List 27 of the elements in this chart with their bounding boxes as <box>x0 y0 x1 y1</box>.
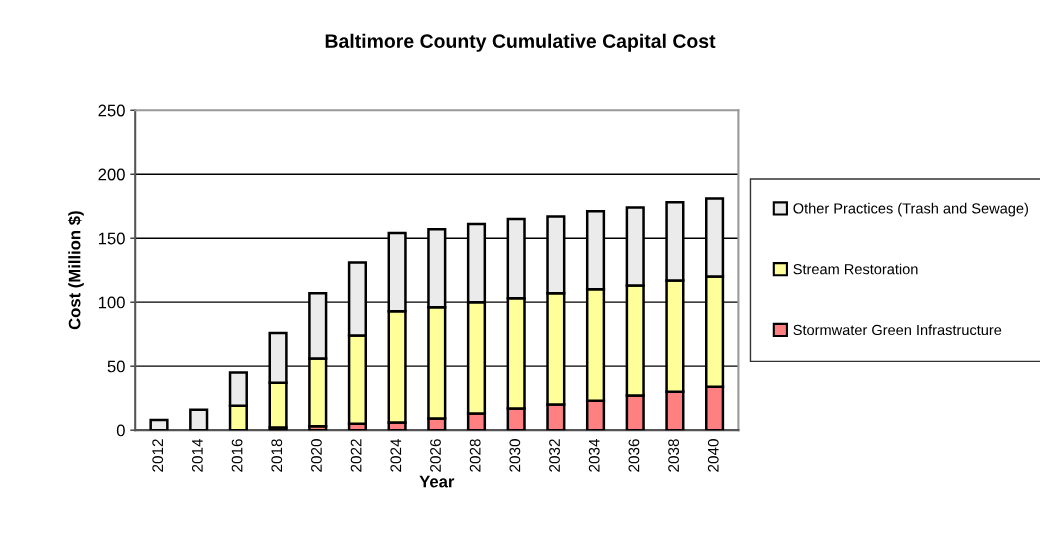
x-tick-label: 2022 <box>350 439 362 472</box>
chart-title: Baltimore County Cumulative Capital Cost <box>325 33 716 52</box>
y-tick-label: 0 <box>116 424 125 437</box>
x-tick-label: 2040 <box>707 439 719 472</box>
y-tick-label: 200 <box>98 168 125 181</box>
y-tick-label: 100 <box>98 296 125 309</box>
y-tick-label: 250 <box>98 104 125 117</box>
x-tick-label: 2020 <box>311 439 322 472</box>
legend-label: Stormwater Green Infrastructure <box>793 324 1002 336</box>
x-tick-label: 2038 <box>668 439 680 472</box>
x-tick-label: 2034 <box>588 438 600 472</box>
x-axis-title: Year <box>419 475 455 488</box>
legend-label: Stream Restoration <box>793 263 918 275</box>
x-tick-label: 2026 <box>430 439 441 472</box>
y-tick-label: 150 <box>98 232 125 245</box>
y-axis-title: Cost (Million $) <box>67 211 84 330</box>
x-tick-label: 2032 <box>549 439 560 472</box>
x-tick-label: 2030 <box>509 439 521 472</box>
x-tick-label: 2018 <box>271 439 283 472</box>
x-tick-label: 2016 <box>231 439 243 472</box>
x-tick-label: 2036 <box>628 439 640 472</box>
legend-label: Other Practices (Trash and Sewage) <box>793 202 1028 217</box>
y-tick-label: 50 <box>107 360 125 373</box>
x-tick-label: 2014 <box>191 438 203 472</box>
x-tick-label: 2012 <box>152 439 164 472</box>
x-tick-label: 2028 <box>469 439 481 472</box>
x-tick-label: 2024 <box>390 438 402 472</box>
